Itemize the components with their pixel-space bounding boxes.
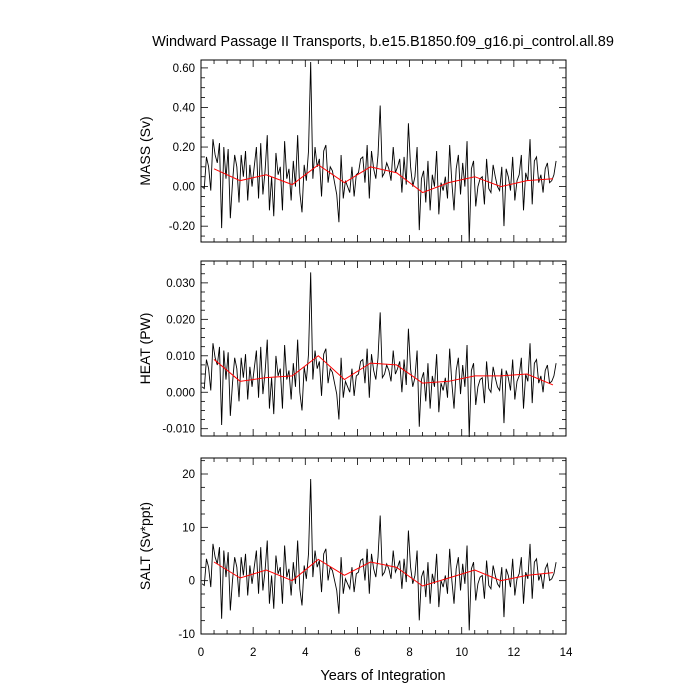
x-tick-label: 0 xyxy=(198,647,204,659)
panel-1: -0.20 0.00 0.20 0.40 0.60 MASS (Sv) xyxy=(137,59,567,243)
x-tick-label: 14 xyxy=(560,647,573,659)
x-axis-label: Years of Integration xyxy=(320,668,445,684)
x-tick-label: 12 xyxy=(507,647,520,659)
panel-3-annual-series xyxy=(213,558,554,587)
y-tick-label: 0.00 xyxy=(173,182,195,194)
panel-1-annual-series xyxy=(213,164,553,194)
panel-2-annual-series xyxy=(213,355,554,386)
panel-2-frame xyxy=(200,260,567,437)
x-tick-label: 8 xyxy=(406,647,412,659)
y-tick-label: 10 xyxy=(182,522,195,534)
y-tick-label: 0 xyxy=(189,576,195,588)
x-tick-label: 6 xyxy=(354,647,360,659)
y-tick-label: 0.20 xyxy=(173,142,195,154)
x-tick-label: 10 xyxy=(455,647,468,659)
x-tick-label: 4 xyxy=(302,647,309,659)
y-tick-label: -10 xyxy=(178,629,195,641)
panel-1-monthly-series xyxy=(201,61,557,243)
panel-2-monthly-series xyxy=(201,272,557,438)
panel-3-monthly-series xyxy=(201,478,557,631)
y-tick-label: 0.40 xyxy=(173,102,195,114)
panels: -0.20 0.00 0.20 0.40 0.60 MASS (Sv) -0.010 0.00… xyxy=(137,59,573,659)
y-tick-label: 0.010 xyxy=(166,351,195,363)
y-tick-label: 0.000 xyxy=(166,387,195,399)
y-tick-label: 0.030 xyxy=(166,278,195,290)
chart-title: Windward Passage II Transports, b.e15.B1… xyxy=(152,34,614,50)
y-tick-label: 0.020 xyxy=(166,314,195,326)
y-tick-label: -0.010 xyxy=(162,424,195,436)
panel-2: -0.010 0.000 0.010 0.020 0.030 HEAT (PW) xyxy=(137,260,567,438)
y-axis-label: SALT (Sv*ppt) xyxy=(137,502,153,590)
panel-3: -10 0 10 20 SALT (Sv*ppt) xyxy=(137,457,567,641)
y-tick-label: -0.20 xyxy=(169,221,195,233)
x-tick-label: 2 xyxy=(250,647,256,659)
y-tick-label: 20 xyxy=(182,469,195,481)
y-axis-label: MASS (Sv) xyxy=(137,116,153,185)
y-axis-label: HEAT (PW) xyxy=(137,313,153,385)
y-tick-label: 0.60 xyxy=(173,63,195,75)
panel-3-frame xyxy=(200,457,567,635)
